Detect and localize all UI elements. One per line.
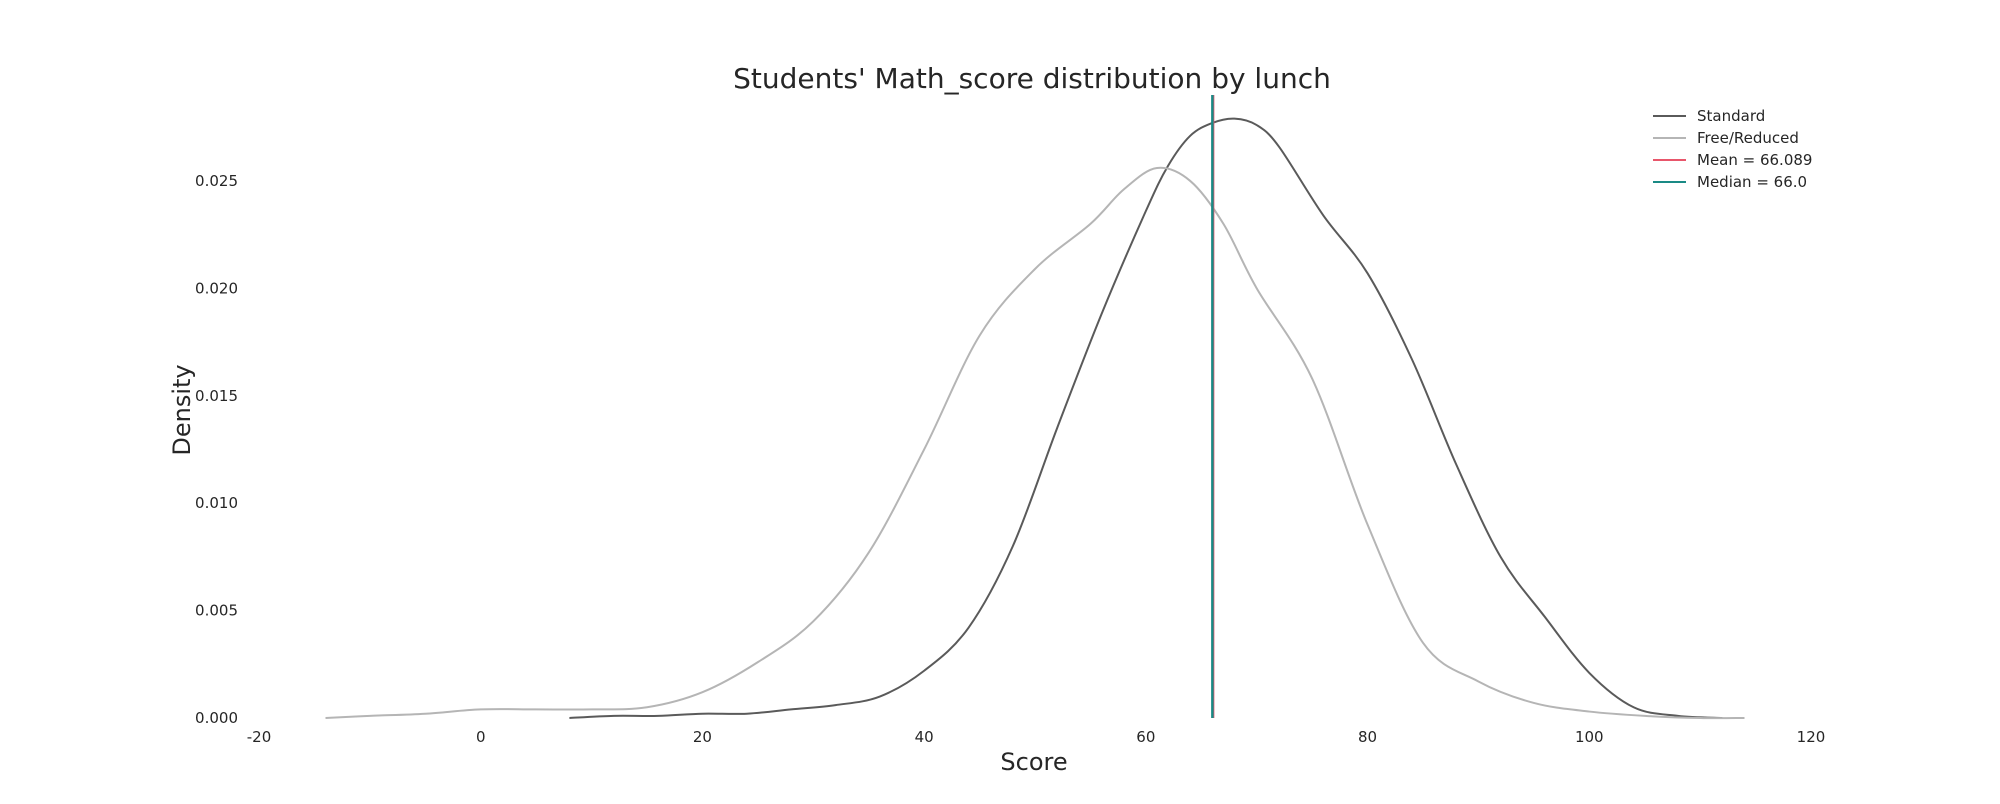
y-tick-label: 0.020: [195, 279, 238, 297]
x-tick-label: 100: [1575, 728, 1604, 746]
legend-label: Standard: [1697, 107, 1765, 125]
legend-label: Mean = 66.089: [1697, 151, 1812, 169]
y-axis-ticks: 0.000 0.005 0.010 0.015 0.020 0.025: [195, 172, 238, 727]
series-line-standard: [569, 117, 1723, 719]
y-axis-label: Density: [168, 364, 196, 455]
reference-lines: [1211, 95, 1215, 718]
y-tick-label: 0.015: [195, 387, 238, 405]
chart-title: Students' Math_score distribution by lun…: [733, 62, 1331, 95]
y-tick-label: 0.025: [195, 172, 238, 190]
y-tick-label: 0.005: [195, 602, 238, 620]
x-tick-label: 20: [693, 728, 712, 746]
x-tick-label: 0: [476, 728, 486, 746]
x-tick-label: 40: [915, 728, 934, 746]
y-tick-label: 0.010: [195, 494, 238, 512]
series-layer: [325, 117, 1745, 720]
legend-label: Median = 66.0: [1697, 173, 1807, 191]
y-tick-label: 0.000: [195, 709, 238, 727]
x-tick-label: -20: [247, 728, 272, 746]
x-tick-label: 120: [1797, 728, 1826, 746]
x-tick-label: 80: [1358, 728, 1377, 746]
x-tick-label: 60: [1136, 728, 1155, 746]
series-line-free-reduced: [325, 166, 1745, 720]
x-axis-ticks: -20 0 20 40 60 80 100 120: [247, 728, 1826, 746]
legend-label: Free/Reduced: [1697, 129, 1799, 147]
x-axis-label: Score: [1000, 748, 1067, 776]
legend: Standard Free/Reduced Mean = 66.089 Median …: [1653, 107, 1812, 191]
